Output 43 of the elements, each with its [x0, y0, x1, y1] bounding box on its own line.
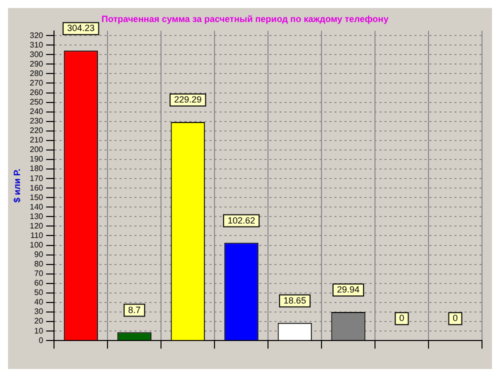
y-tick-label: 230 — [30, 116, 44, 126]
y-tick-label: 130 — [30, 212, 44, 221]
y-tick-label: 50 — [34, 288, 44, 298]
y-tick-label: 270 — [30, 78, 44, 88]
y-tick-label: 220 — [30, 126, 44, 136]
y-tick-label: 310 — [30, 40, 44, 50]
y-tick-label: 70 — [34, 269, 44, 278]
y-tick-label: 90 — [34, 250, 44, 260]
y-tick-label: 30 — [34, 307, 44, 316]
chart-title: Потраченная сумма за расчетный период по каждому телефону — [102, 14, 388, 24]
y-tick-label: 300 — [30, 50, 44, 59]
data-label: 0 — [452, 313, 458, 324]
y-tick-label: 280 — [30, 68, 44, 78]
y-tick-label: 260 — [30, 88, 44, 97]
data-label: 102.62 — [228, 215, 256, 226]
y-tick-label: 20 — [34, 316, 44, 326]
y-tick-label: 170 — [30, 174, 44, 183]
data-label: 304.23 — [67, 23, 95, 34]
data-label: 0 — [399, 313, 404, 324]
y-tick-label: 0 — [38, 336, 44, 345]
y-tick-label: 40 — [34, 298, 44, 307]
data-label: 18.65 — [284, 295, 306, 306]
y-tick-label: 60 — [34, 278, 44, 288]
y-tick-label: 200 — [30, 145, 44, 154]
y-tick-label: 160 — [30, 183, 44, 192]
y-tick-label: 240 — [30, 107, 44, 116]
y-tick-label: 320 — [30, 30, 44, 40]
y-tick-label: 190 — [30, 154, 44, 164]
y-tick-label: 210 — [30, 136, 44, 145]
y-tick-label: 290 — [30, 59, 44, 68]
y-tick-label: 250 — [30, 97, 44, 106]
y-tick-label: 150 — [30, 192, 44, 202]
data-label: 29.94 — [337, 284, 360, 295]
y-tick-label: 10 — [34, 326, 44, 336]
data-label: 229.29 — [174, 94, 202, 105]
y-tick-label: 80 — [34, 260, 44, 269]
y-tick-label: 110 — [30, 230, 44, 240]
y-axis-title: $ или Р. — [12, 168, 22, 203]
y-tick-label: 100 — [30, 240, 44, 250]
y-tick-label: 120 — [30, 221, 44, 230]
data-label: 8.7 — [128, 304, 141, 315]
y-tick-label: 180 — [30, 164, 44, 174]
y-tick-label: 140 — [30, 202, 44, 212]
